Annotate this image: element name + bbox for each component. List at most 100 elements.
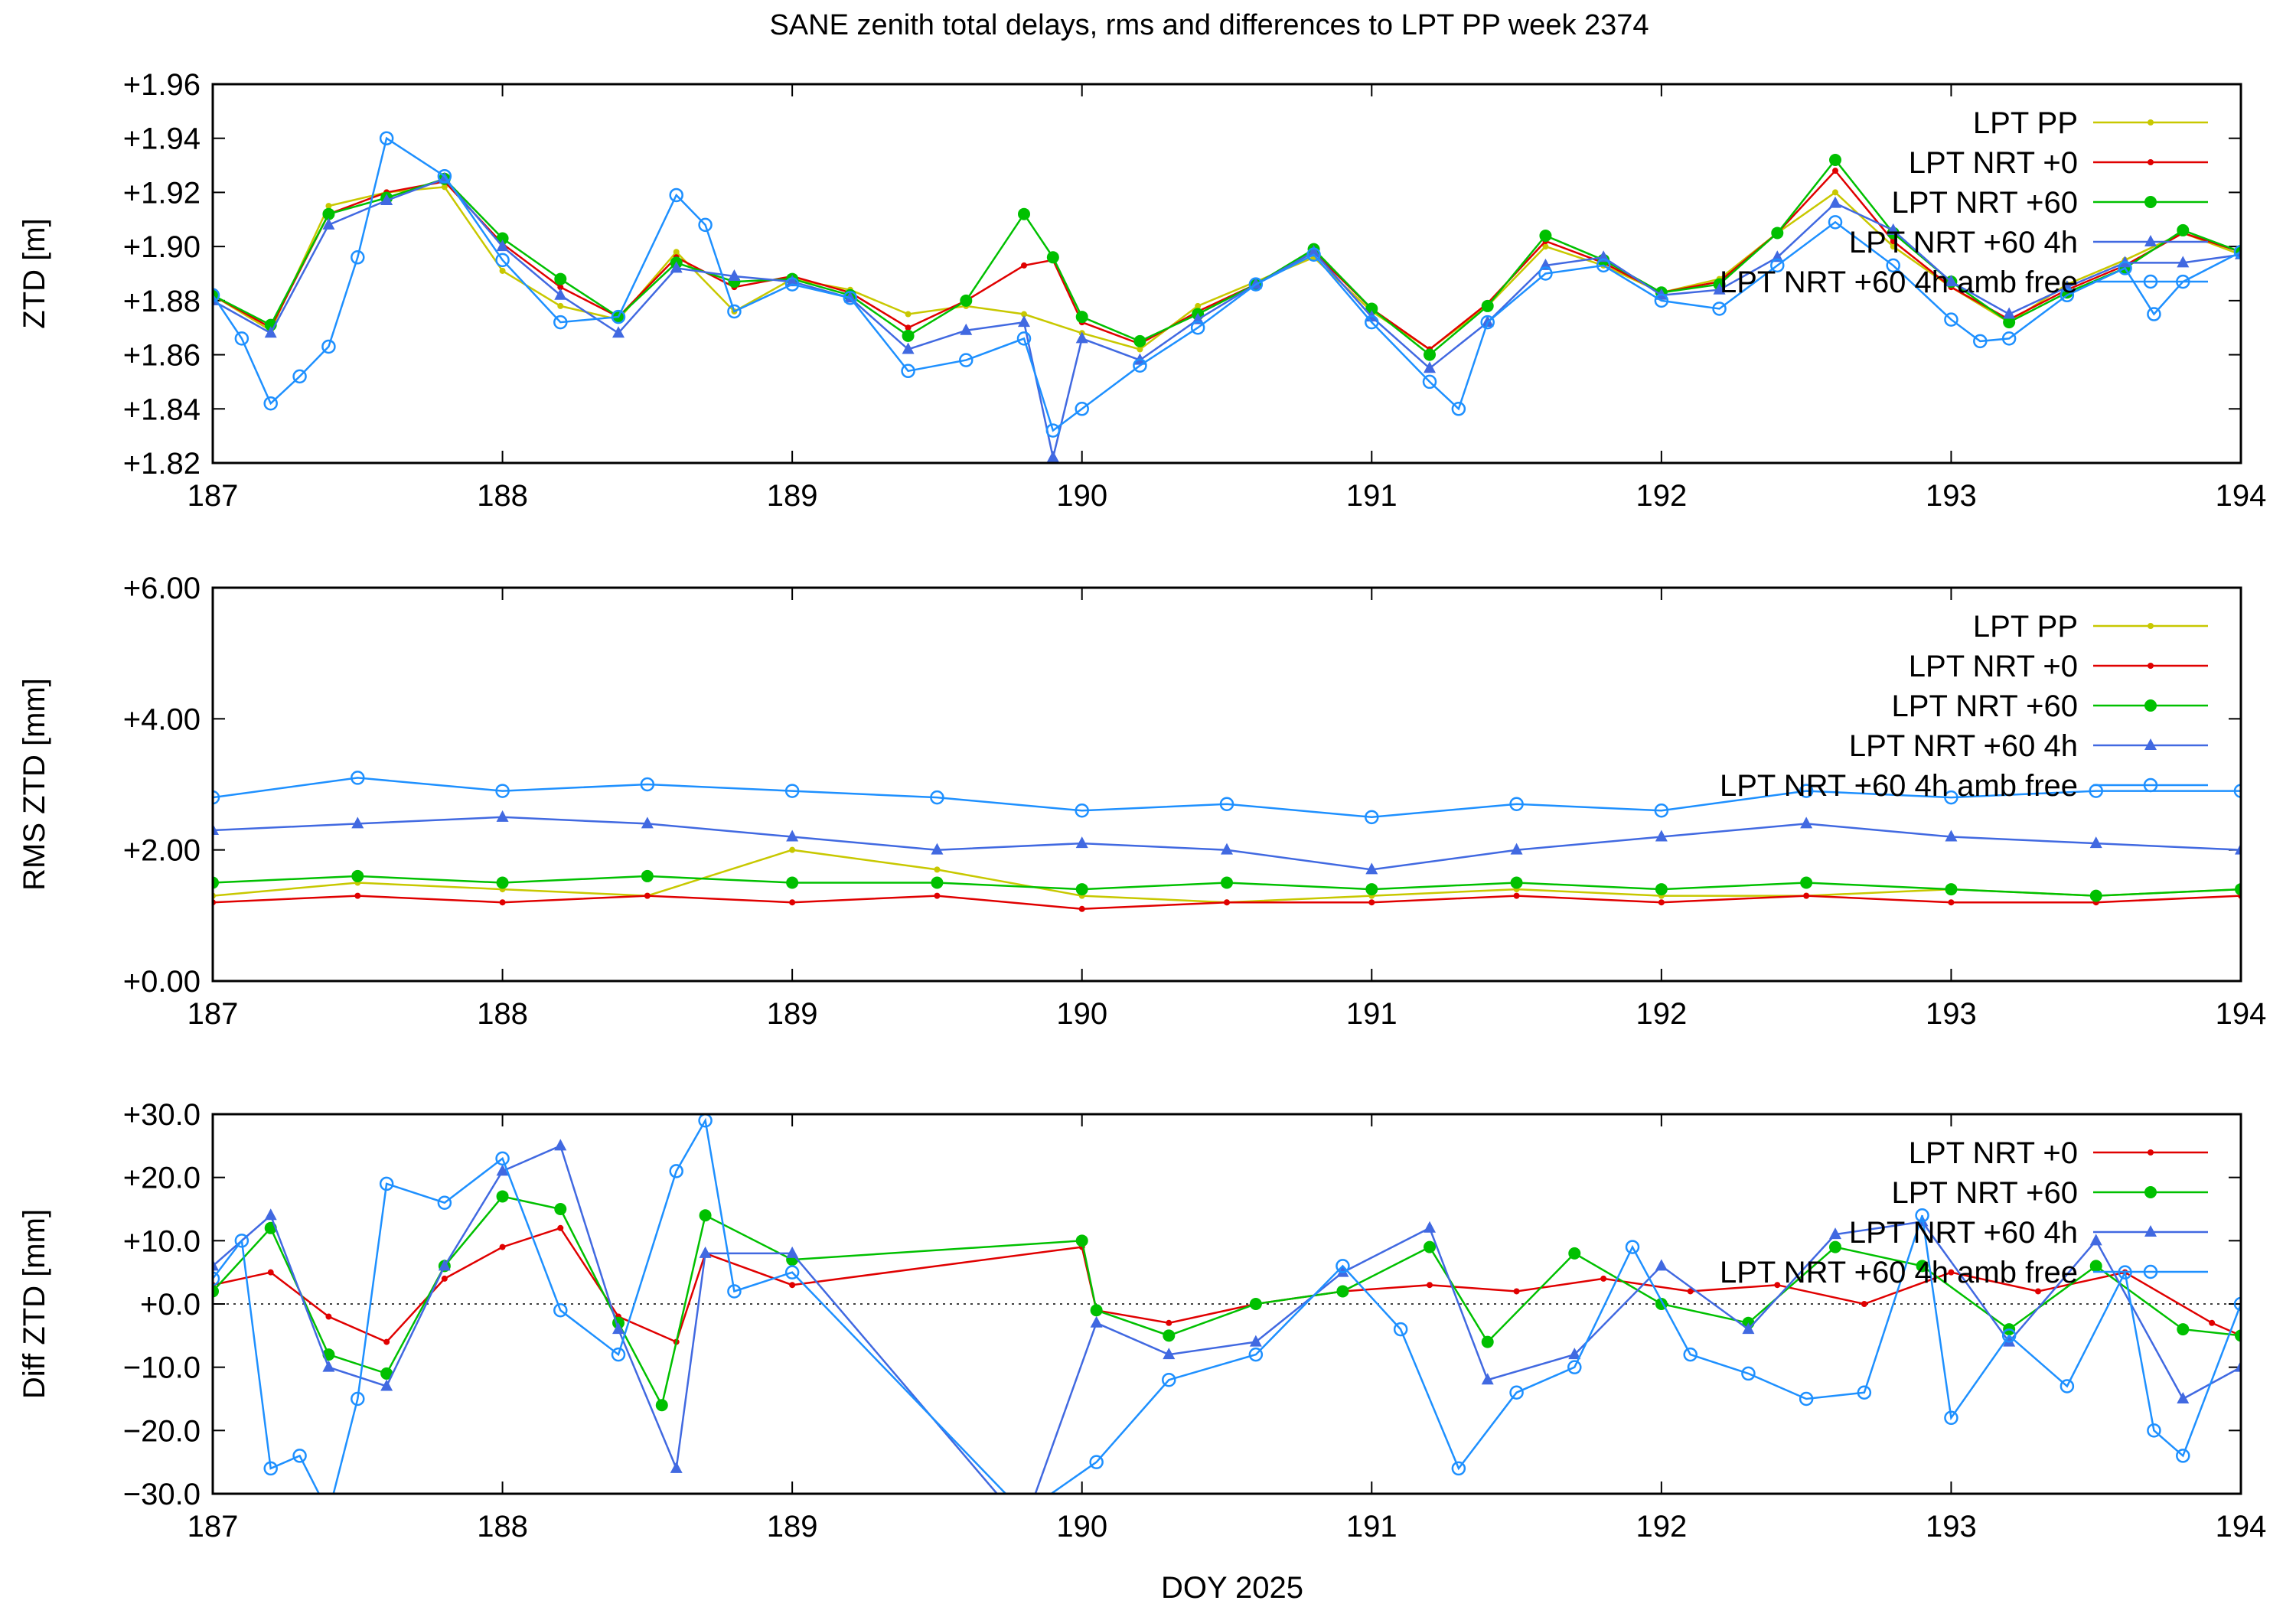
legend-label: LPT PP <box>1973 610 2078 644</box>
data-point <box>499 267 506 274</box>
data-point <box>554 1203 567 1215</box>
data-point <box>2235 843 2241 855</box>
y-tick-label: +1.88 <box>123 285 201 318</box>
data-point <box>2177 256 2190 268</box>
data-point <box>1799 1391 1814 1407</box>
data-point <box>554 1139 567 1151</box>
data-point <box>496 810 509 822</box>
data-point <box>2235 883 2241 896</box>
data-point <box>2003 316 2016 329</box>
data-point <box>1046 251 1059 264</box>
legend-marker <box>2143 1264 2158 1279</box>
data-point <box>1713 282 1726 295</box>
legend-marker <box>2144 1186 2157 1198</box>
x-tick-label: 191 <box>1346 1510 1397 1543</box>
data-point <box>1075 402 1089 416</box>
x-tick-label: 191 <box>1346 997 1397 1031</box>
data-point <box>670 261 683 273</box>
data-point <box>1886 258 1900 273</box>
data-point <box>1427 1282 1433 1289</box>
data-point <box>1600 1275 1607 1282</box>
legend-marker <box>2144 235 2157 246</box>
data-point <box>1075 883 1088 896</box>
data-point <box>843 291 856 303</box>
y-tick-label: +1.86 <box>123 339 201 373</box>
legend-label: LPT NRT +60 4h <box>1849 729 2078 763</box>
x-tick-label: 194 <box>2216 1510 2267 1543</box>
series-lpt-nrt-60-4h <box>213 810 2241 875</box>
x-tick-label: 188 <box>477 479 528 513</box>
data-point <box>698 217 713 233</box>
data-point <box>1162 1372 1176 1387</box>
data-point <box>669 1164 683 1178</box>
data-point <box>1133 334 1146 347</box>
data-point <box>902 342 915 354</box>
data-point <box>557 284 564 291</box>
data-point <box>2235 1360 2241 1372</box>
series-lpt-nrt-60-4h-amb-free <box>213 771 2241 825</box>
data-point <box>1658 899 1665 906</box>
data-point <box>351 250 365 265</box>
data-point <box>379 1176 394 1191</box>
data-point <box>960 323 973 335</box>
data-point <box>553 315 568 330</box>
legend-marker <box>2148 663 2154 669</box>
data-point <box>496 1190 509 1203</box>
data-point <box>554 288 567 300</box>
data-point <box>1510 843 1523 855</box>
data-point <box>383 1338 390 1345</box>
data-point <box>2209 1319 2216 1326</box>
data-point <box>655 1399 668 1412</box>
data-point <box>1166 1319 1172 1326</box>
legend-label: LPT PP <box>1973 106 2078 140</box>
data-point <box>1687 1288 1694 1295</box>
data-point <box>1424 361 1436 373</box>
y-tick-label: +1.90 <box>123 230 201 264</box>
data-point <box>1336 1259 1350 1273</box>
y-tick-label: +1.94 <box>123 122 201 156</box>
data-point <box>1424 1240 1436 1253</box>
chart-title: SANE zenith total delays, rms and differ… <box>769 9 1649 41</box>
legend-label: LPT NRT +60 4h amb free <box>1720 1256 2078 1289</box>
y-tick-label: +1.96 <box>123 68 201 102</box>
series-line <box>213 777 2241 819</box>
legend-label: LPT NRT +60 4h <box>1849 226 2078 259</box>
data-point <box>1249 1335 1262 1347</box>
legend-marker <box>2143 777 2158 793</box>
data-point <box>2089 836 2102 849</box>
data-point <box>234 1234 249 1248</box>
data-point <box>292 1449 307 1463</box>
data-point <box>789 1282 796 1289</box>
data-point <box>1800 876 1813 889</box>
data-point <box>1075 311 1088 324</box>
y-axis-label: ZTD [m] <box>18 218 51 328</box>
data-point <box>784 277 800 292</box>
x-tick-label: 189 <box>767 997 818 1031</box>
data-point <box>1945 830 1958 842</box>
data-point <box>1248 277 1264 292</box>
data-point <box>322 1360 335 1372</box>
x-tick-label: 193 <box>1926 1510 1977 1543</box>
data-point <box>612 1322 625 1335</box>
legend-label: LPT NRT +0 <box>1909 1136 2078 1170</box>
data-point <box>2035 1288 2041 1295</box>
data-point <box>1365 862 1378 875</box>
legend-label: LPT NRT +0 <box>1909 650 2078 683</box>
data-point <box>2147 1423 2161 1438</box>
data-point <box>786 876 799 889</box>
data-point <box>1542 243 1549 250</box>
data-point <box>2060 288 2075 303</box>
legend-label: LPT NRT +60 4h amb free <box>1720 266 2078 299</box>
data-point <box>1075 1234 1088 1247</box>
x-tick-label: 191 <box>1346 479 1397 513</box>
data-point <box>2001 331 2017 346</box>
data-point <box>2089 1234 2102 1246</box>
data-point <box>267 1269 274 1276</box>
x-tick-label: 194 <box>2216 479 2267 513</box>
data-point <box>673 249 680 256</box>
x-tick-label: 190 <box>1056 997 1107 1031</box>
x-tick-label: 192 <box>1636 1510 1687 1543</box>
legend-marker <box>2148 1149 2154 1156</box>
x-tick-label: 189 <box>767 479 818 513</box>
